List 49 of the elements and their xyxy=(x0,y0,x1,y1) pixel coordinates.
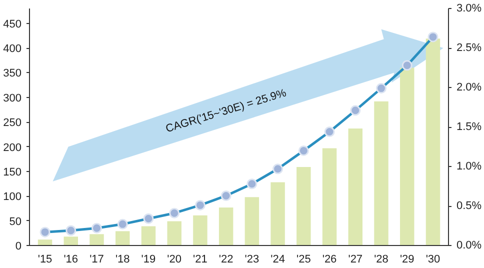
bar xyxy=(374,101,388,246)
bar xyxy=(322,148,337,246)
bar xyxy=(193,215,208,246)
bar xyxy=(348,128,362,246)
y-tick-label: 0 xyxy=(15,240,22,252)
bar xyxy=(426,38,440,246)
bar xyxy=(64,236,78,246)
x-tick-label: '20 xyxy=(167,254,182,266)
y2-tick-label: 1.5% xyxy=(456,121,482,133)
x-tick-label: '24 xyxy=(270,254,285,266)
y2-tick-label: 3.0% xyxy=(456,2,482,14)
y-tick-label: 250 xyxy=(3,117,22,130)
x-tick-label: '19 xyxy=(141,254,156,266)
x-tick-label: '28 xyxy=(374,254,388,266)
bar xyxy=(218,207,234,246)
y-tick-label: 50 xyxy=(9,216,22,228)
x-tick-label: '23 xyxy=(244,254,260,266)
bar xyxy=(167,221,182,246)
y-tick-label: 200 xyxy=(3,142,22,154)
bar xyxy=(296,166,311,246)
y2-tick-label: 0.0% xyxy=(456,240,482,252)
y-tick-label: 350 xyxy=(3,68,22,80)
y2-tick-label: 0.5% xyxy=(456,200,482,212)
x-tick-label: '26 xyxy=(322,254,337,266)
y-tick-label: 150 xyxy=(3,166,22,178)
bar xyxy=(400,68,414,246)
bar xyxy=(38,240,52,246)
x-tick-label: '25 xyxy=(296,254,311,266)
x-tick-label: '21 xyxy=(193,254,208,266)
x-tick-label: '22 xyxy=(218,254,234,266)
x-tick-label: '16 xyxy=(64,254,78,266)
y2-tick-label: 2.5% xyxy=(456,42,482,54)
x-tick-label: '17 xyxy=(90,254,104,266)
y-tick-label: 300 xyxy=(3,92,22,104)
x-tick-label: '18 xyxy=(115,254,130,266)
x-tick-label: '30 xyxy=(426,254,440,266)
y2-tick-label: 2.0% xyxy=(456,82,482,94)
y2-tick-label: 1.0% xyxy=(456,160,482,172)
y-tick-label: 450 xyxy=(3,18,22,30)
x-tick-label: '15 xyxy=(38,254,52,266)
bar xyxy=(116,231,130,246)
bar xyxy=(270,182,285,246)
bar xyxy=(90,234,104,246)
bar xyxy=(244,197,260,246)
bar xyxy=(141,226,156,246)
x-tick-label: '29 xyxy=(400,254,414,266)
y-tick-label: 400 xyxy=(3,43,22,55)
x-tick-label: '27 xyxy=(348,254,363,266)
y-tick-label: 100 xyxy=(3,191,22,204)
